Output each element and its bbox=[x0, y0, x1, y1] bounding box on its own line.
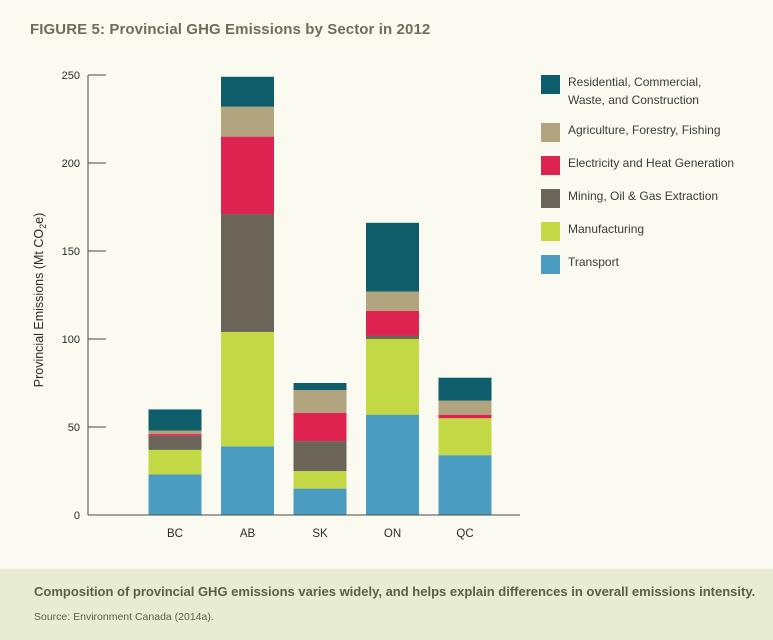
legend-label: Agriculture, Forestry, Fishing bbox=[568, 123, 721, 137]
legend-item-transport: Transport bbox=[541, 253, 766, 286]
bar-segment bbox=[148, 474, 202, 515]
legend-label-line: Waste, and Construction bbox=[568, 93, 699, 107]
stacked-bar-chart: 0 50 100 150 200 250 BC AB SK ON QC Provincial Em… bbox=[32, 70, 520, 540]
bar-segment bbox=[293, 441, 347, 471]
y-tick-label: 100 bbox=[62, 334, 80, 346]
x-tick-label: QC bbox=[456, 528, 473, 540]
x-tick-label: SK bbox=[312, 528, 328, 540]
bars bbox=[148, 76, 492, 515]
x-tick-label: BC bbox=[167, 528, 183, 540]
bar-segment bbox=[366, 291, 419, 311]
bar-segment bbox=[438, 400, 492, 415]
bar-segment bbox=[148, 430, 202, 435]
bar-segment bbox=[366, 335, 419, 339]
caption-box: Composition of provincial GHG emissions … bbox=[0, 569, 773, 640]
y-tick-label: 200 bbox=[62, 158, 80, 170]
y-axis: 0 50 100 150 200 250 bbox=[62, 70, 106, 522]
bar-segment bbox=[366, 339, 419, 415]
legend-label: Mining, Oil & Gas Extraction bbox=[568, 189, 719, 203]
y-axis-label-prefix: Provincial Emissions (Mt CO bbox=[32, 229, 46, 388]
bar-segment bbox=[221, 106, 274, 137]
bar-segment bbox=[438, 414, 492, 419]
bar-segment bbox=[366, 310, 419, 336]
y-axis-label-sub: 2 bbox=[38, 224, 48, 229]
bar-segment bbox=[438, 455, 492, 515]
legend-item-agriculture: Agriculture, Forestry, Fishing bbox=[541, 121, 766, 154]
x-tick-label: AB bbox=[240, 528, 256, 540]
bar-segment bbox=[148, 434, 202, 436]
legend-swatch bbox=[541, 123, 560, 142]
figure-caption: Composition of provincial GHG emissions … bbox=[34, 584, 756, 599]
legend-label-line: Residential, Commercial, bbox=[568, 75, 702, 89]
legend-label: Electricity and Heat Generation bbox=[568, 156, 735, 170]
legend-swatch bbox=[541, 255, 560, 274]
y-tick-label: 250 bbox=[62, 70, 80, 82]
bar-segment bbox=[293, 471, 347, 489]
legend-swatch bbox=[541, 156, 560, 175]
x-axis: BC AB SK ON QC bbox=[88, 514, 520, 540]
y-axis-label-suffix: e) bbox=[32, 213, 46, 224]
bar-segment bbox=[221, 331, 274, 447]
bar-segment bbox=[293, 383, 347, 391]
bar-segment bbox=[221, 136, 274, 215]
bar-segment bbox=[293, 412, 347, 442]
legend-swatch bbox=[541, 222, 560, 241]
bar-segment bbox=[221, 76, 274, 107]
bar-segment bbox=[366, 222, 419, 292]
bar-segment bbox=[293, 390, 347, 413]
figure-title: FIGURE 5: Provincial GHG Emissions by Se… bbox=[30, 21, 431, 38]
bar-segment bbox=[221, 446, 274, 515]
legend-label: Manufacturing bbox=[568, 222, 645, 236]
bar-segment bbox=[148, 435, 202, 450]
legend-item-manufacturing: Manufacturing bbox=[541, 220, 766, 253]
bar-segment bbox=[438, 377, 492, 401]
y-tick-label: 150 bbox=[62, 246, 80, 258]
bar-segment bbox=[221, 214, 274, 332]
legend-item-electricity: Electricity and Heat Generation bbox=[541, 154, 766, 187]
legend-item-residential: Residential, Commercial, Waste, and Cons… bbox=[541, 73, 766, 121]
legend-swatch bbox=[541, 75, 560, 94]
legend: Residential, Commercial, Waste, and Cons… bbox=[541, 73, 766, 286]
bar-segment bbox=[438, 418, 492, 456]
x-tick-label: ON bbox=[384, 528, 401, 540]
legend-label: Residential, Commercial, Waste, and Cons… bbox=[568, 73, 758, 109]
y-axis-label: Provincial Emissions (Mt CO2e) bbox=[32, 213, 48, 388]
bar-segment bbox=[148, 409, 202, 431]
bar-segment bbox=[293, 488, 347, 515]
figure-source: Source: Environment Canada (2014a). bbox=[34, 611, 214, 623]
legend-item-mining: Mining, Oil & Gas Extraction bbox=[541, 187, 766, 220]
bar-segment bbox=[366, 414, 419, 515]
y-tick-label: 0 bbox=[74, 510, 80, 522]
bar-segment bbox=[148, 449, 202, 475]
legend-label: Transport bbox=[568, 255, 619, 269]
y-tick-label: 50 bbox=[68, 422, 80, 434]
legend-swatch bbox=[541, 189, 560, 208]
